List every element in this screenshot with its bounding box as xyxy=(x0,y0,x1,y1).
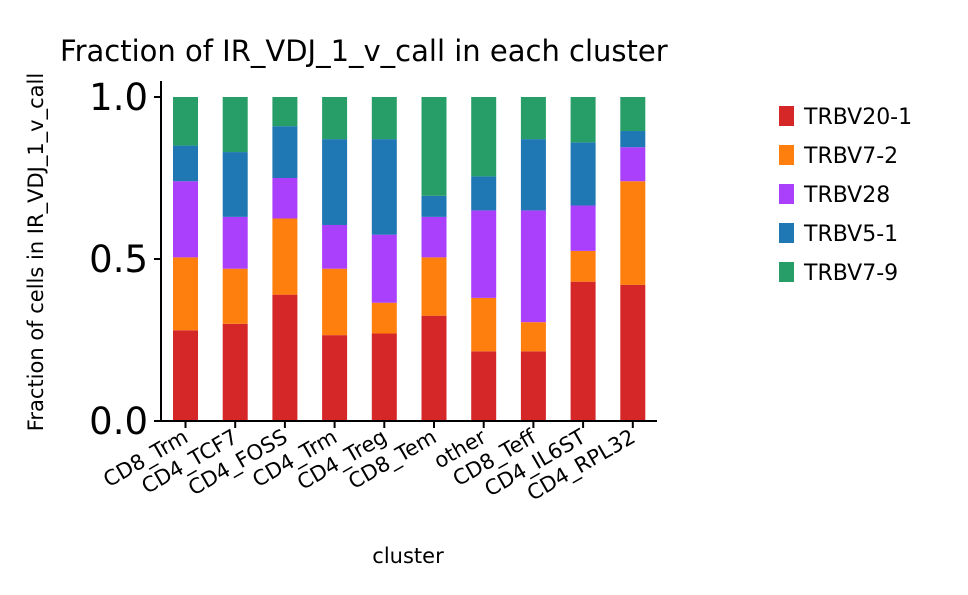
bar-segment xyxy=(173,330,198,421)
bar-segment xyxy=(371,333,397,421)
legend-label: TRBV28 xyxy=(803,183,890,208)
bar-segment xyxy=(371,139,397,235)
bar-segment xyxy=(371,97,397,140)
y-axis-label: Fraction of cells in IR_VDJ_1_v_call xyxy=(24,73,49,431)
y-tick-label: 0.0 xyxy=(89,400,148,443)
bar-segment xyxy=(173,181,198,258)
bar-segment xyxy=(371,302,397,334)
bar-segment xyxy=(272,218,298,295)
x-axis-label: cluster xyxy=(372,544,444,568)
bar-segment xyxy=(570,97,596,143)
bar-segment xyxy=(173,145,198,182)
bar-segment xyxy=(222,268,248,324)
bar-segment xyxy=(520,351,546,421)
bar-segment xyxy=(421,195,447,217)
legend-swatch xyxy=(779,262,794,282)
bar-segment xyxy=(421,216,447,258)
bar-segment xyxy=(570,205,596,251)
bar-segment xyxy=(570,250,596,282)
y-tick-label: 1.0 xyxy=(89,76,148,119)
bar-segment xyxy=(620,97,646,132)
bar-segment xyxy=(272,178,298,219)
legend-label: TRBV7-9 xyxy=(803,261,898,286)
bar-segment xyxy=(272,126,298,178)
legend-label: TRBV7-2 xyxy=(803,144,898,169)
bar-segment xyxy=(173,97,198,146)
bar-segment xyxy=(471,297,497,352)
bar-segment xyxy=(620,131,646,148)
bar-segment xyxy=(620,284,646,421)
bar-segment xyxy=(322,97,348,140)
bar-segment xyxy=(471,351,497,421)
bar-segment xyxy=(322,224,348,269)
bar-segment xyxy=(421,315,447,421)
legend-swatch xyxy=(779,106,794,126)
chart-title: Fraction of IR_VDJ_1_v_call in each clus… xyxy=(60,34,668,68)
bar-segment xyxy=(421,257,447,316)
bar-segment xyxy=(272,294,298,421)
bar-segment xyxy=(520,322,546,352)
bar-segment xyxy=(471,97,497,177)
legend-label: TRBV20-1 xyxy=(803,105,912,130)
bar-segment xyxy=(570,281,596,421)
bar-segment xyxy=(520,210,546,323)
legend-swatch xyxy=(779,145,794,165)
bar-segment xyxy=(322,335,348,421)
legend-swatch xyxy=(779,184,794,204)
bar-segment xyxy=(520,97,546,140)
bar-segment xyxy=(173,257,198,331)
bar-segment xyxy=(222,152,248,217)
bar-segment xyxy=(371,234,397,303)
bar-segment xyxy=(222,216,248,269)
bar-segment xyxy=(570,142,596,206)
bar-segment xyxy=(322,268,348,336)
y-tick-label: 0.5 xyxy=(89,238,148,281)
legend: TRBV20-1 TRBV7-2 TRBV28 TRBV5-1 TRBV7-9 xyxy=(779,105,912,286)
bars-group xyxy=(173,97,646,421)
bar-segment xyxy=(471,176,497,211)
bar-segment xyxy=(322,139,348,225)
bar-segment xyxy=(272,97,298,127)
bar-segment xyxy=(471,210,497,298)
bar-segment xyxy=(620,181,646,285)
bar-segment xyxy=(620,147,646,182)
bar-segment xyxy=(222,97,248,153)
bar-segment xyxy=(222,323,248,421)
legend-label: TRBV5-1 xyxy=(803,222,898,247)
bar-segment xyxy=(421,97,447,196)
legend-swatch xyxy=(779,223,794,243)
bar-segment xyxy=(520,139,546,211)
